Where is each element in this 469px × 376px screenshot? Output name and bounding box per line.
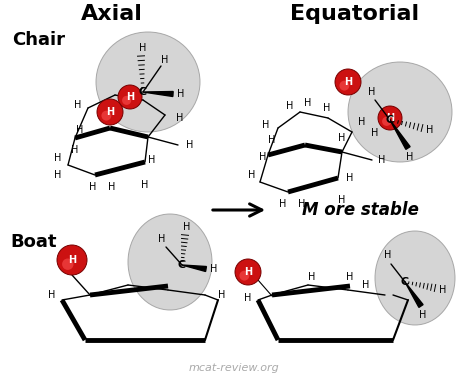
Text: Equatorial: Equatorial [290, 4, 420, 24]
Text: H: H [159, 234, 166, 244]
Text: Chair: Chair [12, 31, 65, 49]
Text: H: H [268, 135, 276, 145]
Text: H: H [439, 285, 446, 295]
Text: H: H [338, 195, 346, 205]
Text: H: H [244, 293, 252, 303]
Circle shape [122, 96, 131, 105]
Text: H: H [76, 125, 83, 135]
Text: H: H [344, 77, 352, 87]
Text: H: H [346, 272, 354, 282]
Text: H: H [177, 89, 185, 99]
Polygon shape [390, 120, 410, 149]
Text: H: H [304, 98, 312, 108]
Text: H: H [346, 173, 354, 183]
Circle shape [101, 111, 111, 121]
Text: H: H [298, 199, 306, 209]
Text: H: H [378, 155, 386, 165]
Text: C: C [386, 115, 394, 125]
Text: H: H [406, 152, 414, 162]
Text: H: H [74, 100, 82, 110]
Text: H: H [262, 120, 270, 130]
Text: H: H [280, 199, 287, 209]
Text: H: H [338, 133, 346, 143]
Text: H: H [259, 152, 267, 162]
Text: H: H [68, 255, 76, 265]
Text: H: H [363, 280, 370, 290]
Text: H: H [371, 128, 378, 138]
Text: H: H [108, 182, 116, 192]
Text: H: H [139, 43, 147, 53]
Text: H: H [426, 125, 434, 135]
Text: H: H [186, 140, 194, 150]
Circle shape [239, 271, 250, 280]
Text: M ore stable: M ore stable [302, 201, 418, 219]
Text: C: C [139, 87, 147, 97]
Circle shape [235, 259, 261, 285]
Circle shape [378, 106, 402, 130]
Text: H: H [384, 250, 392, 260]
Text: Boat: Boat [10, 233, 56, 251]
Text: H: H [54, 153, 62, 163]
Text: H: H [148, 155, 156, 165]
Text: H: H [210, 264, 218, 274]
Circle shape [62, 259, 74, 270]
Text: H: H [244, 267, 252, 277]
Text: H: H [71, 145, 79, 155]
Text: H: H [106, 107, 114, 117]
Text: H: H [54, 170, 62, 180]
Ellipse shape [375, 231, 455, 325]
Text: C: C [178, 260, 186, 270]
Text: H: H [286, 101, 294, 111]
Text: H: H [218, 290, 226, 300]
Circle shape [57, 245, 87, 275]
Polygon shape [143, 91, 173, 97]
Text: H: H [358, 117, 366, 127]
Text: H: H [368, 87, 376, 97]
Text: Axial: Axial [81, 4, 143, 24]
Text: mcat-review.org: mcat-review.org [189, 363, 280, 373]
Polygon shape [182, 265, 206, 271]
Polygon shape [405, 282, 423, 308]
Circle shape [97, 99, 123, 125]
Text: H: H [126, 92, 134, 102]
Text: H: H [176, 113, 184, 123]
Circle shape [340, 81, 349, 91]
Text: H: H [248, 170, 256, 180]
Circle shape [335, 69, 361, 95]
Text: H: H [308, 272, 316, 282]
Text: H: H [183, 222, 191, 232]
Ellipse shape [348, 62, 452, 162]
Circle shape [118, 85, 142, 109]
Text: C: C [401, 277, 409, 287]
Text: H: H [89, 182, 97, 192]
Text: H: H [323, 103, 331, 113]
Text: H: H [141, 180, 149, 190]
Text: H: H [419, 310, 427, 320]
Ellipse shape [96, 32, 200, 132]
Text: H: H [386, 113, 394, 123]
Text: H: H [48, 290, 56, 300]
Circle shape [382, 117, 391, 126]
Text: H: H [161, 55, 169, 65]
Ellipse shape [128, 214, 212, 310]
